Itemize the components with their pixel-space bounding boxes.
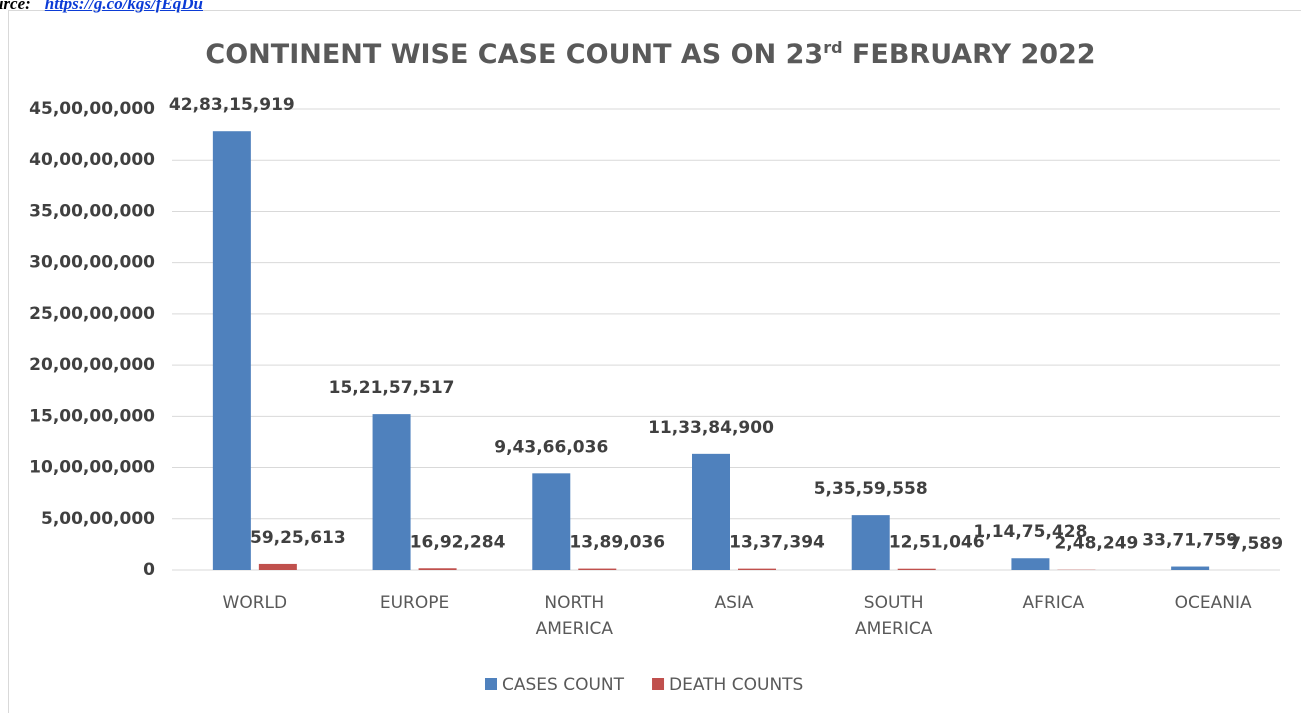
- bar: [532, 473, 571, 570]
- bar: [738, 568, 776, 570]
- value-label: 5,35,59,558: [814, 479, 928, 499]
- y-tick-label: 25,00,00,000: [29, 304, 155, 324]
- value-label: 13,89,036: [569, 533, 665, 553]
- title-part: CONTINENT WISE CASE COUNT AS ON 23: [205, 39, 824, 70]
- source-link[interactable]: https://g.co/kgs/fEqDu: [44, 0, 203, 13]
- y-tick-label: 40,00,00,000: [29, 150, 155, 170]
- x-tick-label: OCEANIA: [1174, 593, 1252, 613]
- title-part: FEBRUARY 2022: [842, 39, 1096, 70]
- value-label: 9,43,66,036: [494, 437, 608, 457]
- bar: [692, 453, 730, 570]
- source: Source: https://g.co/kgs/fEqDu: [0, 0, 203, 14]
- x-tick-label: AFRICA: [1022, 593, 1085, 613]
- value-label: 2,48,249: [1054, 534, 1138, 554]
- legend-swatch: [485, 678, 497, 690]
- value-label: 12,51,046: [889, 533, 985, 553]
- x-tick-label: EUROPE: [379, 593, 450, 613]
- bar: [1171, 566, 1210, 570]
- value-label: 1,14,75,428: [973, 522, 1087, 542]
- value-label: 16,92,284: [410, 532, 506, 552]
- legend-swatch: [652, 678, 665, 690]
- y-tick-label: 10,00,00,000: [29, 458, 155, 478]
- value-label: 15,21,57,517: [329, 378, 455, 398]
- y-tick-label: 5,00,00,000: [41, 509, 155, 529]
- value-label: 33,71,759: [1142, 531, 1238, 551]
- x-tick-label: SOUTH AMERICA: [855, 593, 933, 639]
- value-label: 11,33,84,900: [648, 418, 774, 438]
- value-label: 59,25,613: [250, 528, 346, 548]
- value-label: 13,37,394: [729, 533, 825, 553]
- legend-label: CASES COUNT: [502, 675, 625, 695]
- legend-label: DEATH COUNTS: [669, 675, 803, 695]
- value-label: 7,589: [1229, 534, 1283, 554]
- y-tick-label: 45,00,00,000: [29, 99, 155, 119]
- y-tick-label: 30,00,00,000: [29, 253, 155, 273]
- chart-frame: [8, 10, 1301, 713]
- bar: [418, 568, 457, 570]
- bar: [1011, 558, 1050, 570]
- y-tick-label: 20,00,00,000: [29, 355, 155, 375]
- bar: [851, 515, 890, 570]
- x-tick-label: NORTH AMERICA: [535, 593, 613, 639]
- chart-title: CONTINENT WISE CASE COUNT AS ON 23rd FEB…: [0, 38, 1301, 70]
- value-label: 42,83,15,919: [169, 95, 295, 115]
- y-tick-label: 35,00,00,000: [29, 201, 155, 221]
- source-label: Source:: [0, 0, 31, 13]
- bar: [258, 563, 297, 570]
- x-tick-label: ASIA: [714, 593, 754, 613]
- title-sup: rd: [823, 38, 843, 57]
- y-tick-label: 0: [143, 560, 155, 580]
- bar: [578, 568, 617, 570]
- bar: [372, 414, 411, 570]
- bar: [897, 568, 936, 570]
- y-tick-label: 15,00,00,000: [29, 406, 155, 426]
- x-tick-label: WORLD: [222, 593, 288, 613]
- bar: [212, 131, 251, 570]
